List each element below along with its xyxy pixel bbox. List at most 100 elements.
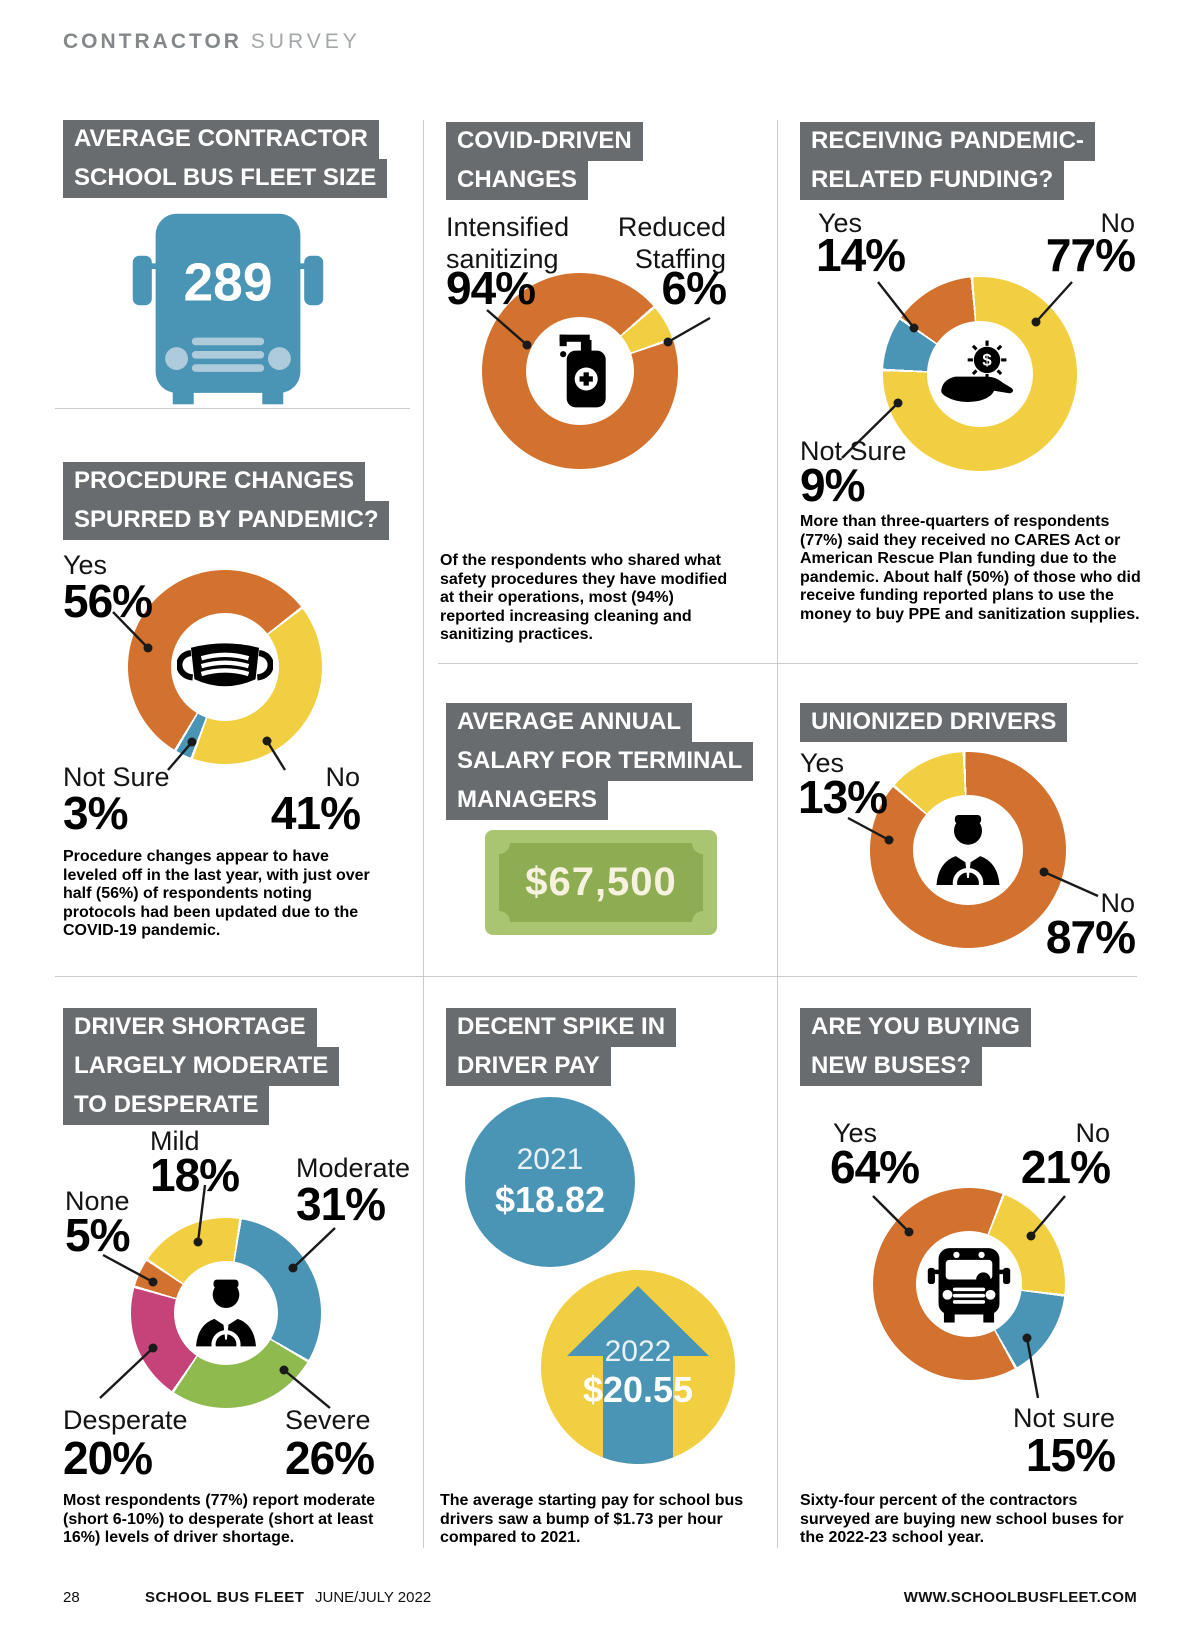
funding-caption: More than three-quarters of respondents … — [800, 513, 1141, 623]
bus-driver-icon — [196, 1279, 256, 1353]
kicker-light: SURVEY — [250, 30, 361, 53]
hand-sanitizer-icon — [559, 334, 606, 408]
hand-holding-virus-dollar-icon: $ — [941, 340, 1014, 402]
procedure-pct-no: 41% — [270, 787, 361, 839]
buying-pct-notsure: 15% — [1025, 1429, 1116, 1481]
kicker-bold: CONTRACTOR — [63, 30, 242, 53]
procedure-label-no: No — [325, 762, 360, 792]
procedure-donut — [128, 570, 322, 764]
procedure-label-notsure: Not Sure — [63, 762, 170, 792]
pay-2022-amount: $20.55 — [582, 1369, 694, 1410]
covid-label-sanitizing: Intensified sanitizing — [446, 212, 570, 274]
funding-pct-no: 77% — [1045, 229, 1136, 281]
bus-front-icon — [927, 1248, 1011, 1323]
procedure-caption: Procedure changes appear to have leveled… — [63, 848, 370, 940]
title-line: ARE YOU BUYING — [800, 1008, 1031, 1047]
pay-2021-amount: $18.82 — [494, 1179, 606, 1221]
fleet-size-title: AVERAGE CONTRACTOR SCHOOL BUS FLEET SIZE — [63, 120, 388, 198]
title-line: PROCEDURE CHANGES — [63, 462, 366, 501]
salary-value: $67,500 — [525, 860, 677, 904]
unionized-pct-yes: 13% — [798, 771, 888, 823]
footer-issue: JUNE/JULY 2022 — [315, 1589, 432, 1606]
pay-caption: The average starting pay for school bus … — [440, 1492, 744, 1547]
title-line: CHANGES — [446, 161, 589, 200]
title-line: TO DESPERATE — [63, 1086, 270, 1125]
buying-pct-yes: 64% — [830, 1141, 920, 1193]
donut-hole: $ — [927, 321, 1033, 427]
pay-2021-year: 2021 — [516, 1143, 584, 1177]
shortage-label-none: None — [65, 1186, 130, 1216]
title-line: COVID-DRIVEN — [446, 122, 643, 161]
unionized-label-no: No — [1100, 888, 1135, 918]
title-line: DRIVER SHORTAGE — [63, 1008, 317, 1047]
shortage-pct-severe: 26% — [285, 1432, 375, 1484]
bus-driver-icon — [936, 815, 1000, 892]
row-divider-bottom — [55, 976, 1137, 977]
covid-changes-title: COVID-DRIVEN CHANGES — [446, 122, 643, 200]
title-line: NEW BUSES? — [800, 1047, 983, 1086]
fleet-size-value: 289 — [184, 253, 273, 312]
shortage-pct-moderate: 31% — [296, 1178, 386, 1230]
title-line: SALARY FOR TERMINAL — [446, 742, 754, 781]
funding-donut: $ — [883, 277, 1077, 471]
funding-label-no: No — [1100, 208, 1135, 238]
title-line: RELATED FUNDING? — [800, 161, 1065, 200]
buying-label-no: No — [1075, 1118, 1110, 1148]
buying-pct-no: 21% — [1020, 1141, 1111, 1193]
face-mask-icon — [177, 643, 273, 687]
donut-hole — [913, 795, 1023, 905]
footer-website: WWW.SCHOOLBUSFLEET.COM — [903, 1589, 1137, 1606]
buying-label-yes: Yes — [833, 1118, 878, 1148]
donut-hole — [526, 317, 634, 425]
covid-changes-caption: Of the respondents who shared what safet… — [440, 552, 728, 644]
shortage-label-severe: Severe — [285, 1405, 371, 1435]
pay-2022-circle: 2022 $20.55 — [541, 1270, 735, 1464]
row-divider-middle — [438, 663, 1138, 664]
footer-magazine: SCHOOL BUS FLEET — [145, 1589, 305, 1606]
funding-title: RECEIVING PANDEMIC- RELATED FUNDING? — [800, 122, 1095, 200]
covid-pct-sanitizing: 94% — [446, 262, 536, 314]
covid-changes-donut — [482, 273, 678, 469]
shortage-pct-none: 5% — [65, 1209, 130, 1261]
procedure-title: PROCEDURE CHANGES SPURRED BY PANDEMIC? — [63, 462, 390, 540]
shortage-label-moderate: Moderate — [296, 1153, 411, 1183]
buying-title: ARE YOU BUYING NEW BUSES? — [800, 1008, 1031, 1086]
covid-pct-staffing: 6% — [661, 262, 727, 314]
buying-label-notsure: Not sure — [1012, 1403, 1115, 1433]
column-divider-left — [423, 120, 424, 1548]
funding-pct-yes: 14% — [816, 229, 906, 281]
pay-2022-year: 2022 — [604, 1335, 672, 1368]
title-line: SPURRED BY PANDEMIC? — [63, 501, 390, 540]
title-line: MANAGERS — [446, 781, 609, 820]
unionized-pct-no: 87% — [1045, 911, 1136, 963]
banknote-graphic — [485, 830, 717, 935]
shortage-title: DRIVER SHORTAGE LARGELY MODERATE TO DESP… — [63, 1008, 340, 1125]
buying-caption: Sixty-four percent of the contractors su… — [800, 1492, 1124, 1547]
shortage-pct-mild: 18% — [150, 1149, 240, 1201]
footer-page-number: 28 — [63, 1589, 80, 1606]
shortage-caption: Most respondents (77%) report moderate (… — [63, 1492, 376, 1547]
procedure-pct-notsure: 3% — [63, 787, 128, 839]
shortage-pct-desperate: 20% — [63, 1432, 153, 1484]
title-line: DECENT SPIKE IN — [446, 1008, 677, 1047]
shortage-label-mild: Mild — [150, 1126, 200, 1156]
title-line: LARGELY MODERATE — [63, 1047, 340, 1086]
unionized-donut — [870, 752, 1066, 948]
pay-title: DECENT SPIKE IN DRIVER PAY — [446, 1008, 677, 1086]
donut-hole — [174, 1261, 278, 1365]
funding-label-yes: Yes — [818, 208, 863, 238]
title-line: DRIVER PAY — [446, 1047, 611, 1086]
unionized-label-yes: Yes — [800, 748, 845, 778]
page-kicker: CONTRACTOR SURVEY — [63, 30, 361, 54]
banknote-icon: $67,500 — [485, 830, 717, 935]
shortage-label-desperate: Desperate — [63, 1405, 188, 1435]
title-line: AVERAGE ANNUAL — [446, 703, 693, 742]
shortage-donut — [131, 1218, 321, 1408]
up-arrow-circle-graphic — [541, 1270, 735, 1464]
unionized-title: UNIONIZED DRIVERS — [800, 703, 1068, 742]
donut-hole — [171, 613, 279, 721]
procedure-pct-yes: 56% — [63, 575, 153, 627]
salary-title: AVERAGE ANNUAL SALARY FOR TERMINAL MANAG… — [446, 703, 754, 820]
title-line: SCHOOL BUS FLEET SIZE — [63, 159, 388, 198]
